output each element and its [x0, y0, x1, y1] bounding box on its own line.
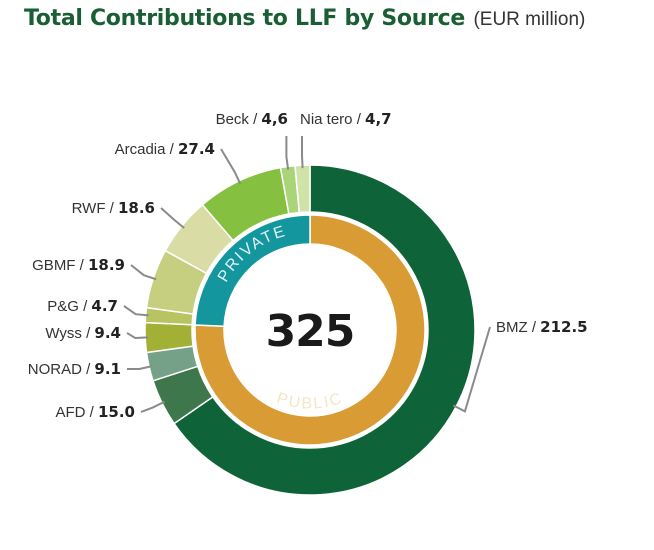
label-afd: AFD / 15.0 — [55, 403, 135, 421]
label-name-afd: AFD / — [55, 404, 98, 421]
label-value-wyss: 9.4 — [94, 324, 121, 342]
label-value-norad: 9.1 — [94, 360, 121, 378]
leader-norad — [127, 365, 153, 370]
center-total: 325 — [266, 306, 355, 357]
label-value-arcadia: 27.4 — [178, 140, 215, 158]
slice-labels: BMZ / 212.5 AFD / 15.0 NORAD / 9.1 Wyss / 9… — [28, 110, 588, 421]
chart-subtitle: (EUR million) — [473, 9, 586, 30]
label-name-nia-tero: Nia tero / — [300, 111, 365, 128]
leader-p-g — [123, 305, 149, 317]
label-value-p-g: 4.7 — [91, 297, 118, 315]
leader-nia-tero — [301, 136, 304, 169]
chart-title-block: Total Contributions to LLF by Source (EU… — [24, 6, 585, 31]
leader-rwf — [160, 207, 185, 229]
chart-title: Total Contributions to LLF by Source — [24, 6, 465, 31]
leader-beck — [285, 136, 290, 170]
label-beck: Beck / 4,6 — [216, 110, 288, 128]
label-name-wyss: Wyss / — [45, 325, 94, 342]
label-value-rwf: 18.6 — [118, 199, 155, 217]
leader-arcadia — [220, 148, 242, 185]
label-value-afd: 15.0 — [98, 403, 135, 421]
label-name-arcadia: Arcadia / — [115, 141, 178, 158]
leader-gbmf — [130, 264, 157, 281]
label-value-gbmf: 18.9 — [88, 256, 125, 274]
inner-slice-public — [194, 214, 426, 446]
label-p-g: P&G / 4.7 — [47, 297, 118, 315]
label-name-rwf: RWF / — [72, 200, 118, 217]
label-gbmf: GBMF / 18.9 — [32, 256, 125, 274]
label-rwf: RWF / 18.6 — [72, 199, 155, 217]
label-wyss: Wyss / 9.4 — [45, 324, 121, 342]
label-name-bmz: BMZ / — [496, 319, 540, 336]
label-name-gbmf: GBMF / — [32, 257, 88, 274]
leader-lines — [123, 136, 491, 413]
label-name-norad: NORAD / — [28, 361, 95, 378]
label-arcadia: Arcadia / 27.4 — [115, 140, 215, 158]
label-bmz: BMZ / 212.5 — [496, 318, 588, 336]
inner-slice-private — [194, 214, 311, 328]
leader-afd — [140, 400, 166, 413]
leader-wyss — [126, 332, 149, 340]
label-nia-tero: Nia tero / 4,7 — [300, 110, 392, 128]
leader-bmz — [452, 326, 491, 413]
inner-label-public: PUBLIC — [275, 390, 346, 413]
label-value-beck: 4,6 — [261, 110, 288, 128]
slice-bmz — [173, 164, 476, 496]
label-name-beck: Beck / — [216, 111, 262, 128]
label-value-bmz: 212.5 — [540, 318, 587, 336]
label-value-nia-tero: 4,7 — [365, 110, 392, 128]
label-name-p-g: P&G / — [47, 298, 91, 315]
label-norad: NORAD / 9.1 — [28, 360, 121, 378]
outer-ring — [144, 164, 476, 496]
inner-ring — [194, 214, 426, 446]
slice-nia-tero — [294, 164, 311, 214]
